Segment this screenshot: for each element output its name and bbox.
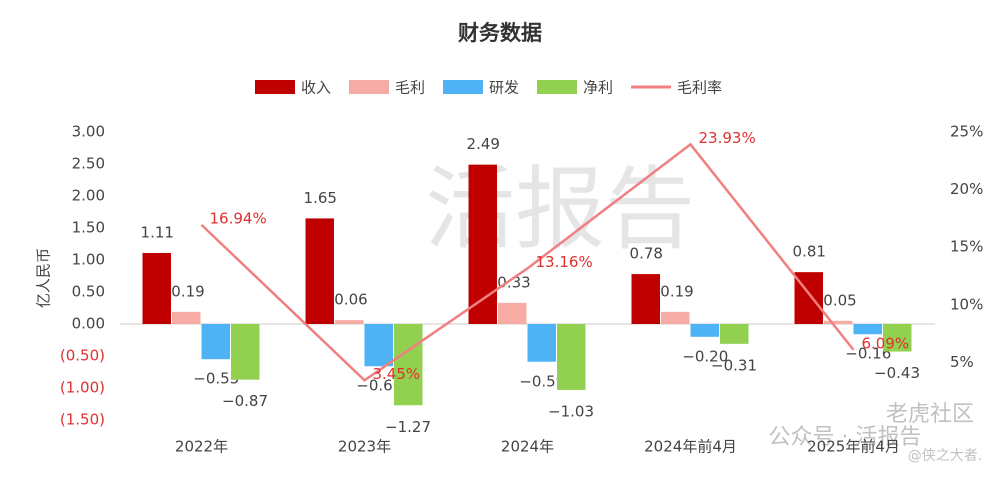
- bar: [364, 324, 393, 367]
- legend-label: 净利: [583, 79, 613, 97]
- bar: [690, 324, 719, 337]
- y-axis-title: 亿人民币: [35, 248, 53, 308]
- data-label: −0.31: [711, 356, 757, 374]
- data-label: −1.27: [385, 418, 431, 436]
- bar: [305, 218, 334, 324]
- data-label: 1.65: [304, 189, 337, 207]
- legend-label: 收入: [301, 79, 331, 97]
- y-tick-label: 0.00: [72, 315, 105, 333]
- y-tick-label: 2.50: [72, 155, 105, 173]
- y-tick-label: 2.00: [72, 187, 105, 205]
- line-label: 23.93%: [699, 129, 756, 147]
- legend-swatch: [537, 80, 577, 94]
- legend-swatch: [255, 80, 295, 94]
- data-label: −0.59: [519, 372, 565, 390]
- data-label: 0.06: [334, 291, 367, 309]
- y2-tick-label: 10%: [950, 295, 983, 313]
- line-label: 3.45%: [373, 365, 421, 383]
- data-label: 0.05: [823, 291, 856, 309]
- data-label: −0.20: [682, 347, 728, 365]
- chart-title: 财务数据: [458, 21, 542, 45]
- data-label: 0.81: [793, 243, 826, 261]
- y2-tick-label: 25%: [950, 123, 983, 141]
- bar: [172, 311, 201, 324]
- bar: [661, 311, 690, 324]
- data-label: −0.66: [356, 377, 402, 395]
- y-tick-label: (1.00): [60, 379, 105, 397]
- legend-swatch: [349, 80, 389, 94]
- bar: [231, 324, 260, 380]
- bar: [394, 324, 423, 406]
- data-label: 1.11: [141, 223, 174, 241]
- bar: [468, 164, 497, 324]
- x-tick-label: 2023年: [338, 438, 391, 456]
- y-tick-label: 1.50: [72, 219, 105, 237]
- line: [200, 142, 855, 382]
- x-tick-label: 2025年前4月: [807, 438, 900, 456]
- y2-tick-label: 5%: [950, 353, 974, 371]
- y2-tick-label: 20%: [950, 180, 983, 198]
- data-label: −0.55: [193, 370, 239, 388]
- data-label: 2.49: [467, 135, 500, 153]
- y-tick-label: 1.00: [72, 251, 105, 269]
- data-label: −1.03: [548, 402, 594, 420]
- bar: [527, 324, 556, 362]
- y-tick-label: 0.50: [72, 283, 105, 301]
- legend-label: 毛利: [395, 79, 425, 97]
- y-tick-label: (1.50): [60, 411, 105, 429]
- legend-swatch: [443, 80, 483, 94]
- y2-tick-label: 15%: [950, 238, 983, 256]
- data-label: −0.16: [845, 345, 891, 363]
- data-label: 0.33: [497, 273, 530, 291]
- line-label: 13.16%: [536, 253, 593, 271]
- bar: [631, 274, 660, 324]
- legend-label: 毛利率: [677, 79, 722, 97]
- x-tick-label: 2024年: [501, 438, 554, 456]
- x-tick-label: 2024年前4月: [644, 438, 737, 456]
- bar: [142, 252, 171, 324]
- watermark: 公众号 · 活报告: [769, 425, 922, 450]
- line-label: 6.09%: [862, 334, 910, 352]
- bar: [557, 324, 586, 390]
- bar: [853, 324, 882, 335]
- legend-label: 研发: [489, 79, 519, 97]
- bar: [824, 320, 853, 324]
- data-label: −0.43: [874, 364, 920, 382]
- data-label: 0.19: [171, 282, 204, 300]
- bar: [201, 324, 230, 360]
- watermark: 老虎社区: [886, 402, 974, 427]
- data-label: 0.78: [630, 245, 663, 263]
- bar: [335, 320, 364, 324]
- y-tick-label: (0.50): [60, 347, 105, 365]
- y-tick-label: 3.00: [72, 123, 105, 141]
- bar: [720, 324, 749, 344]
- data-label: 0.19: [660, 282, 693, 300]
- data-label: −0.87: [222, 392, 268, 410]
- bar: [883, 324, 912, 352]
- bar: [498, 302, 527, 324]
- line-label: 16.94%: [210, 209, 267, 227]
- watermark: @侠之大者.: [908, 448, 982, 464]
- x-tick-label: 2022年: [175, 438, 228, 456]
